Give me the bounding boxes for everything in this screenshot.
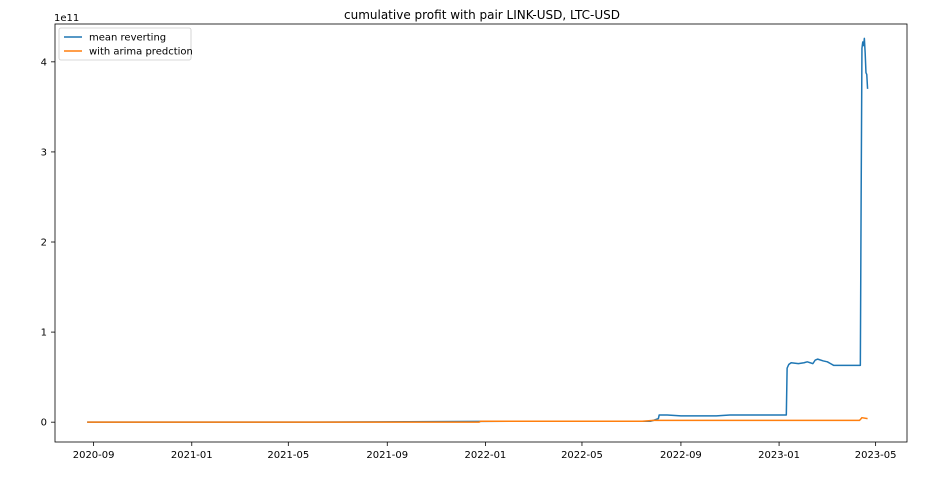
x-tick-label: 2023-01 [758,450,800,461]
legend-label: with arima predction [89,47,193,58]
legend-box [58,27,192,61]
y-axis: 0 1 2 3 4 [41,57,55,429]
y-tick-label: 0 [41,418,47,429]
y-tick-label: 3 [41,147,47,158]
series-line-2 [87,416,868,423]
series-group [87,37,869,423]
legend-label: mean reverting [89,33,166,44]
plot-frame [54,23,908,443]
series-line-1 [87,37,869,423]
x-tick-label: 2021-05 [267,450,309,461]
x-tick-label: 2022-05 [561,450,603,461]
x-tick-label: 2022-09 [660,450,702,461]
x-tick-label: 2023-05 [855,450,897,461]
chart-title: cumulative profit with pair LINK-USD, LT… [344,8,620,22]
legend: mean reverting with arima predction [58,27,193,61]
y-tick-label: 2 [41,238,47,249]
x-tick-label: 2021-01 [171,450,213,461]
y-tick-label: 4 [41,57,47,68]
x-axis: 2020-09 2021-01 2021-05 2021-09 2022-01 2022-… [73,442,897,461]
x-tick-label: 2021-09 [366,450,408,461]
x-tick-label: 2020-09 [73,450,115,461]
x-tick-label: 2022-01 [465,450,507,461]
y-tick-label: 1 [41,328,47,339]
y-offset-text: 1e11 [54,13,79,24]
